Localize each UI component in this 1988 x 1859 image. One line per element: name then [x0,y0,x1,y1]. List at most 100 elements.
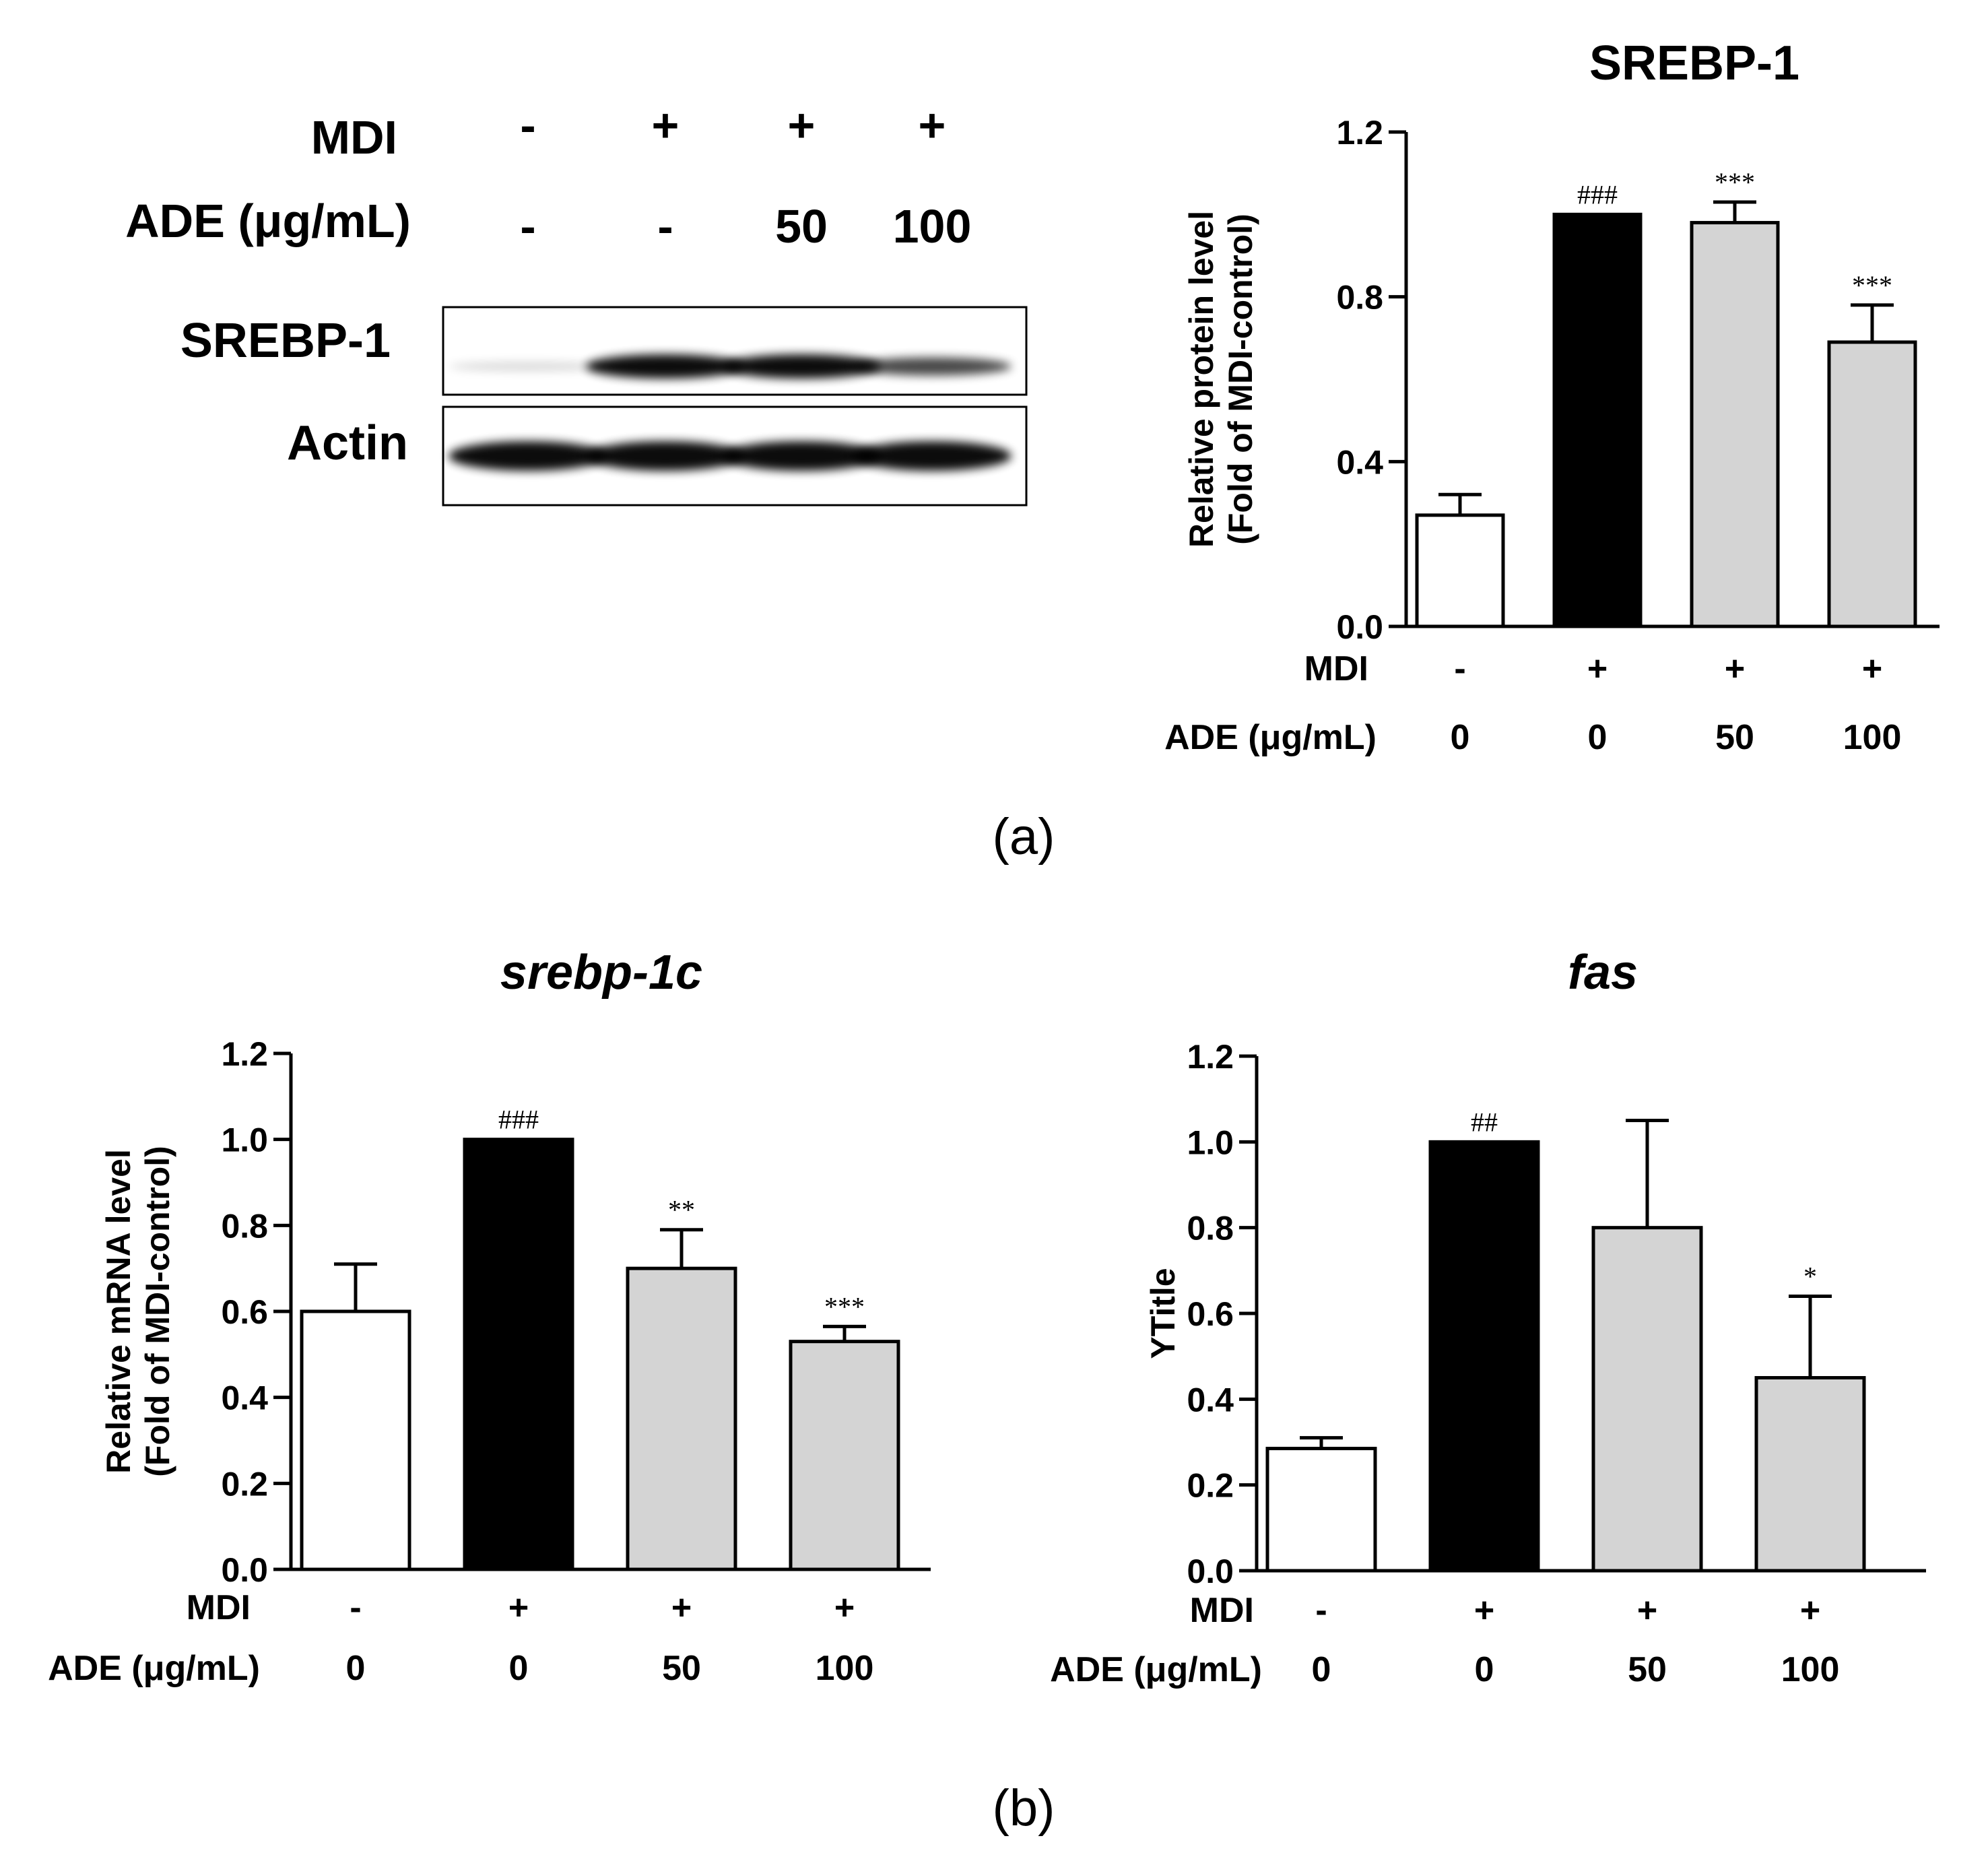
y-tick-label: 0.0 [221,1551,268,1589]
x-category-ade: 0 [1312,1650,1331,1689]
srebp1-band-lane-3 [722,354,881,379]
x-category-ade: 100 [1843,718,1902,757]
x-category-mdi: + [1800,1591,1820,1630]
x-category-mdi: - [350,1588,361,1627]
blot-lane4-mdi: + [919,99,946,152]
y-tick-label: 0.2 [1187,1467,1234,1505]
y-tick-label: 1.2 [221,1035,268,1073]
srebp1-band-lane-2 [586,354,745,379]
bar [1265,1447,1377,1573]
x-category-mdi: - [1315,1591,1327,1630]
y-tick-label: 1.0 [1187,1123,1234,1161]
y-tick-label: 0.8 [1336,279,1383,317]
y-tick-label: 1.2 [1187,1038,1234,1076]
x-category-mdi: + [1587,649,1608,688]
y-tick-label: 0.4 [1187,1381,1234,1418]
actin-band-lane-2 [586,441,745,471]
x-category-mdi: + [834,1588,855,1627]
y-axis-label: Relative protein level [1183,211,1220,548]
blot-lane3-ade: 50 [775,200,828,253]
srebp1-band-lane-4 [853,357,1012,376]
panel-label-b: (b) [993,1780,1055,1837]
y-axis-label: YTitle [1144,1268,1182,1359]
x-category-mdi: + [1725,649,1745,688]
x-category-mdi: + [508,1588,529,1627]
srebp1-band-lane-1 [449,361,607,372]
significance-annotation: *** [1852,270,1892,300]
actin-band-lane-1 [449,441,607,471]
bar [300,1309,411,1571]
blot-srebp1-label: SREBP-1 [180,314,391,368]
significance-annotation: ### [498,1105,539,1135]
y-tick-label: 0.2 [221,1465,268,1503]
actin-band-lane-3 [722,441,881,471]
x-category-ade: 0 [509,1649,529,1688]
srebp1c-mrna-chart: srebp-1c 0.0 0.2 0.4 0.6 0.8 1.0 1.2 Relative mR… [48,946,931,1688]
x-row-label-mdi: MDI [1190,1591,1254,1630]
actin-bands [449,441,1012,471]
y-tick-label: 0.6 [221,1293,268,1331]
x-category-mdi: - [1454,649,1465,688]
actin-band-lane-4 [853,441,1012,471]
x-category-ade: 100 [816,1649,874,1688]
y-tick-label: 1.0 [221,1121,268,1159]
bar [626,1266,737,1571]
blot-lane1-mdi: - [520,99,535,152]
x-category-mdi: + [1474,1591,1494,1630]
significance-annotation: * [1803,1262,1817,1292]
western-blot: MDI ADE (μg/mL) - + + + - - 50 100 SREBP… [125,99,1028,507]
blot-lane2-mdi: + [652,99,680,152]
x-category-mdi: + [1637,1591,1657,1630]
significance-annotation: ### [1577,179,1618,209]
x-category-ade: 0 [346,1649,366,1688]
y-tick-label: 1.2 [1336,114,1383,152]
x-row-label-ade: ADE (μg/mL) [1050,1650,1262,1689]
panel-label-a: (a) [993,808,1055,866]
y-tick-label: 0.4 [221,1379,268,1417]
x-row-label-mdi: MDI [1304,649,1368,688]
y-axis-label: (Fold of MDI-control) [139,1146,176,1477]
blot-lane2-ade: - [657,200,673,253]
srebp1-bands [449,354,1012,379]
bar [1552,212,1643,628]
x-category-ade: 50 [1628,1650,1667,1689]
fas-mrna-chart: fas 0.0 0.2 0.4 0.6 0.8 1.0 1.2 YTitle - 0 ## +0 +50 *… [1050,946,1926,1689]
bar [1754,1376,1866,1573]
y-tick-label: 0.8 [1187,1210,1234,1247]
x-category-ade: 0 [1451,718,1470,757]
x-row-label-ade: ADE (μg/mL) [48,1649,260,1688]
chart-title: SREBP-1 [1589,36,1799,90]
chart-title: srebp-1c [500,946,702,1000]
x-row-label-ade: ADE (μg/mL) [1164,718,1377,757]
x-row-label-mdi: MDI [187,1588,251,1627]
blot-ade-row-label: ADE (μg/mL) [125,195,411,247]
bar [789,1340,900,1571]
x-category-ade: 50 [1715,718,1754,757]
blot-lane1-ade: - [520,200,535,253]
y-tick-label: 0.0 [1336,608,1383,646]
x-category-ade: 50 [662,1649,701,1688]
x-category-ade: 0 [1475,1650,1494,1689]
chart-title: fas [1568,946,1638,1000]
y-tick-label: 0.0 [1187,1553,1234,1590]
x-category-ade: 0 [1588,718,1608,757]
significance-annotation: ** [668,1195,695,1225]
bar [1415,513,1505,628]
bar [1690,221,1780,628]
bar [1827,340,1917,628]
blot-srebp1-box [442,306,1028,396]
bar [463,1138,574,1571]
significance-annotation: ## [1471,1107,1498,1137]
significance-annotation: *** [824,1291,865,1322]
y-axis-label: Relative mRNA level [100,1149,137,1474]
blot-lane3-mdi: + [788,99,816,152]
blot-actin-label: Actin [287,416,408,470]
significance-annotation: *** [1715,167,1755,197]
y-tick-label: 0.8 [221,1207,268,1245]
x-category-ade: 100 [1781,1650,1840,1689]
y-tick-label: 0.4 [1336,443,1383,481]
blot-lane4-ade: 100 [893,200,972,253]
y-tick-label: 0.6 [1187,1295,1234,1333]
blot-mdi-row-label: MDI [311,111,397,164]
